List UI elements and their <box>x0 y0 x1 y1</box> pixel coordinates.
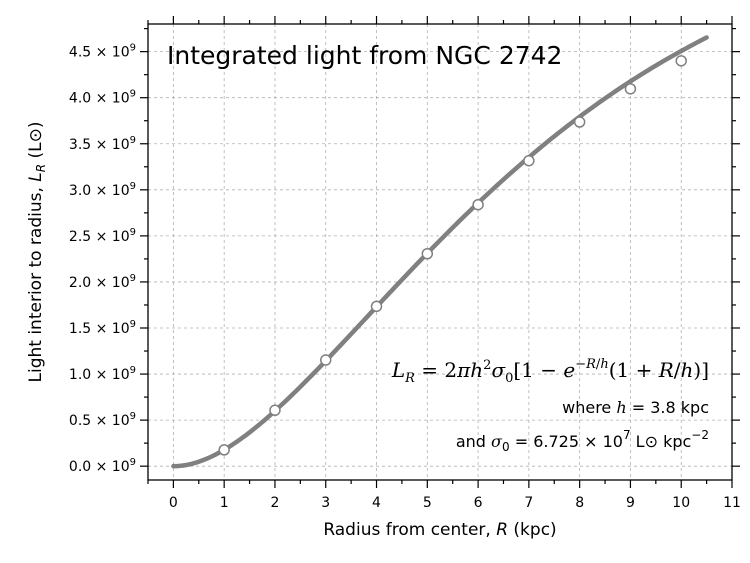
x-tick-label: 4 <box>372 495 381 511</box>
equation-h-value: where h = 3.8 kpc <box>562 398 709 417</box>
x-tick-label: 2 <box>270 495 279 511</box>
x-axis-label: Radius from center, R (kpc) <box>323 520 556 540</box>
chart-title: Integrated light from NGC 2742 <box>167 41 562 70</box>
data-point <box>675 55 687 67</box>
x-tick-label: 1 <box>220 495 229 511</box>
x-tick-label: 10 <box>672 495 690 511</box>
data-point <box>421 248 434 260</box>
equation-sigma-value: and σ0 = 6.725 × 107 L⊙ kpc−2 <box>456 428 709 454</box>
plot-background <box>148 24 732 480</box>
data-point <box>624 83 637 95</box>
x-tick-label: 0 <box>169 495 178 511</box>
y-tick-label: 3.5 × 109 <box>69 135 136 153</box>
y-tick-label: 1.5 × 109 <box>69 319 136 337</box>
x-tick-label: 6 <box>474 495 483 511</box>
equation-label: LR = 2πh2σ0[1 − e−R/h(1 + R/h)] <box>391 357 709 386</box>
data-point <box>573 116 586 128</box>
y-tick-label: 2.0 × 109 <box>69 273 136 291</box>
plot-frame <box>147 23 733 481</box>
data-point <box>523 154 535 167</box>
grid <box>148 24 733 480</box>
ticks <box>140 16 740 488</box>
y-tick-label: 0.0 × 109 <box>69 457 136 475</box>
y-tick-label: 0.5 × 109 <box>69 411 136 429</box>
data-point <box>319 354 332 366</box>
x-tick-label: 11 <box>723 495 741 511</box>
luminosity-curve <box>171 35 709 469</box>
data-point <box>472 198 484 211</box>
data-point <box>218 444 230 456</box>
y-tick-label: 1.0 × 109 <box>69 365 136 383</box>
y-tick-label: 2.5 × 109 <box>69 227 136 245</box>
y-tick-label: 4.0 × 109 <box>69 89 136 107</box>
tick-labels: 0 1 2 3 4 5 6 7 8 9 10 11 0.0 × 109 0.5 × 109 1.0 × 10… <box>69 43 741 511</box>
x-tick-label: 7 <box>524 495 533 511</box>
data-point <box>370 300 383 313</box>
data-point <box>269 404 281 417</box>
y-axis-label: Light interior to radius, LR (L⊙) <box>26 121 48 382</box>
x-tick-label: 5 <box>423 495 432 511</box>
y-tick-label: 3.0 × 109 <box>69 181 136 199</box>
x-tick-label: 3 <box>321 495 330 511</box>
x-tick-label: 8 <box>575 495 584 511</box>
series-layer <box>171 35 709 469</box>
y-tick-label: 4.5 × 109 <box>69 43 136 61</box>
x-tick-label: 9 <box>626 495 635 511</box>
